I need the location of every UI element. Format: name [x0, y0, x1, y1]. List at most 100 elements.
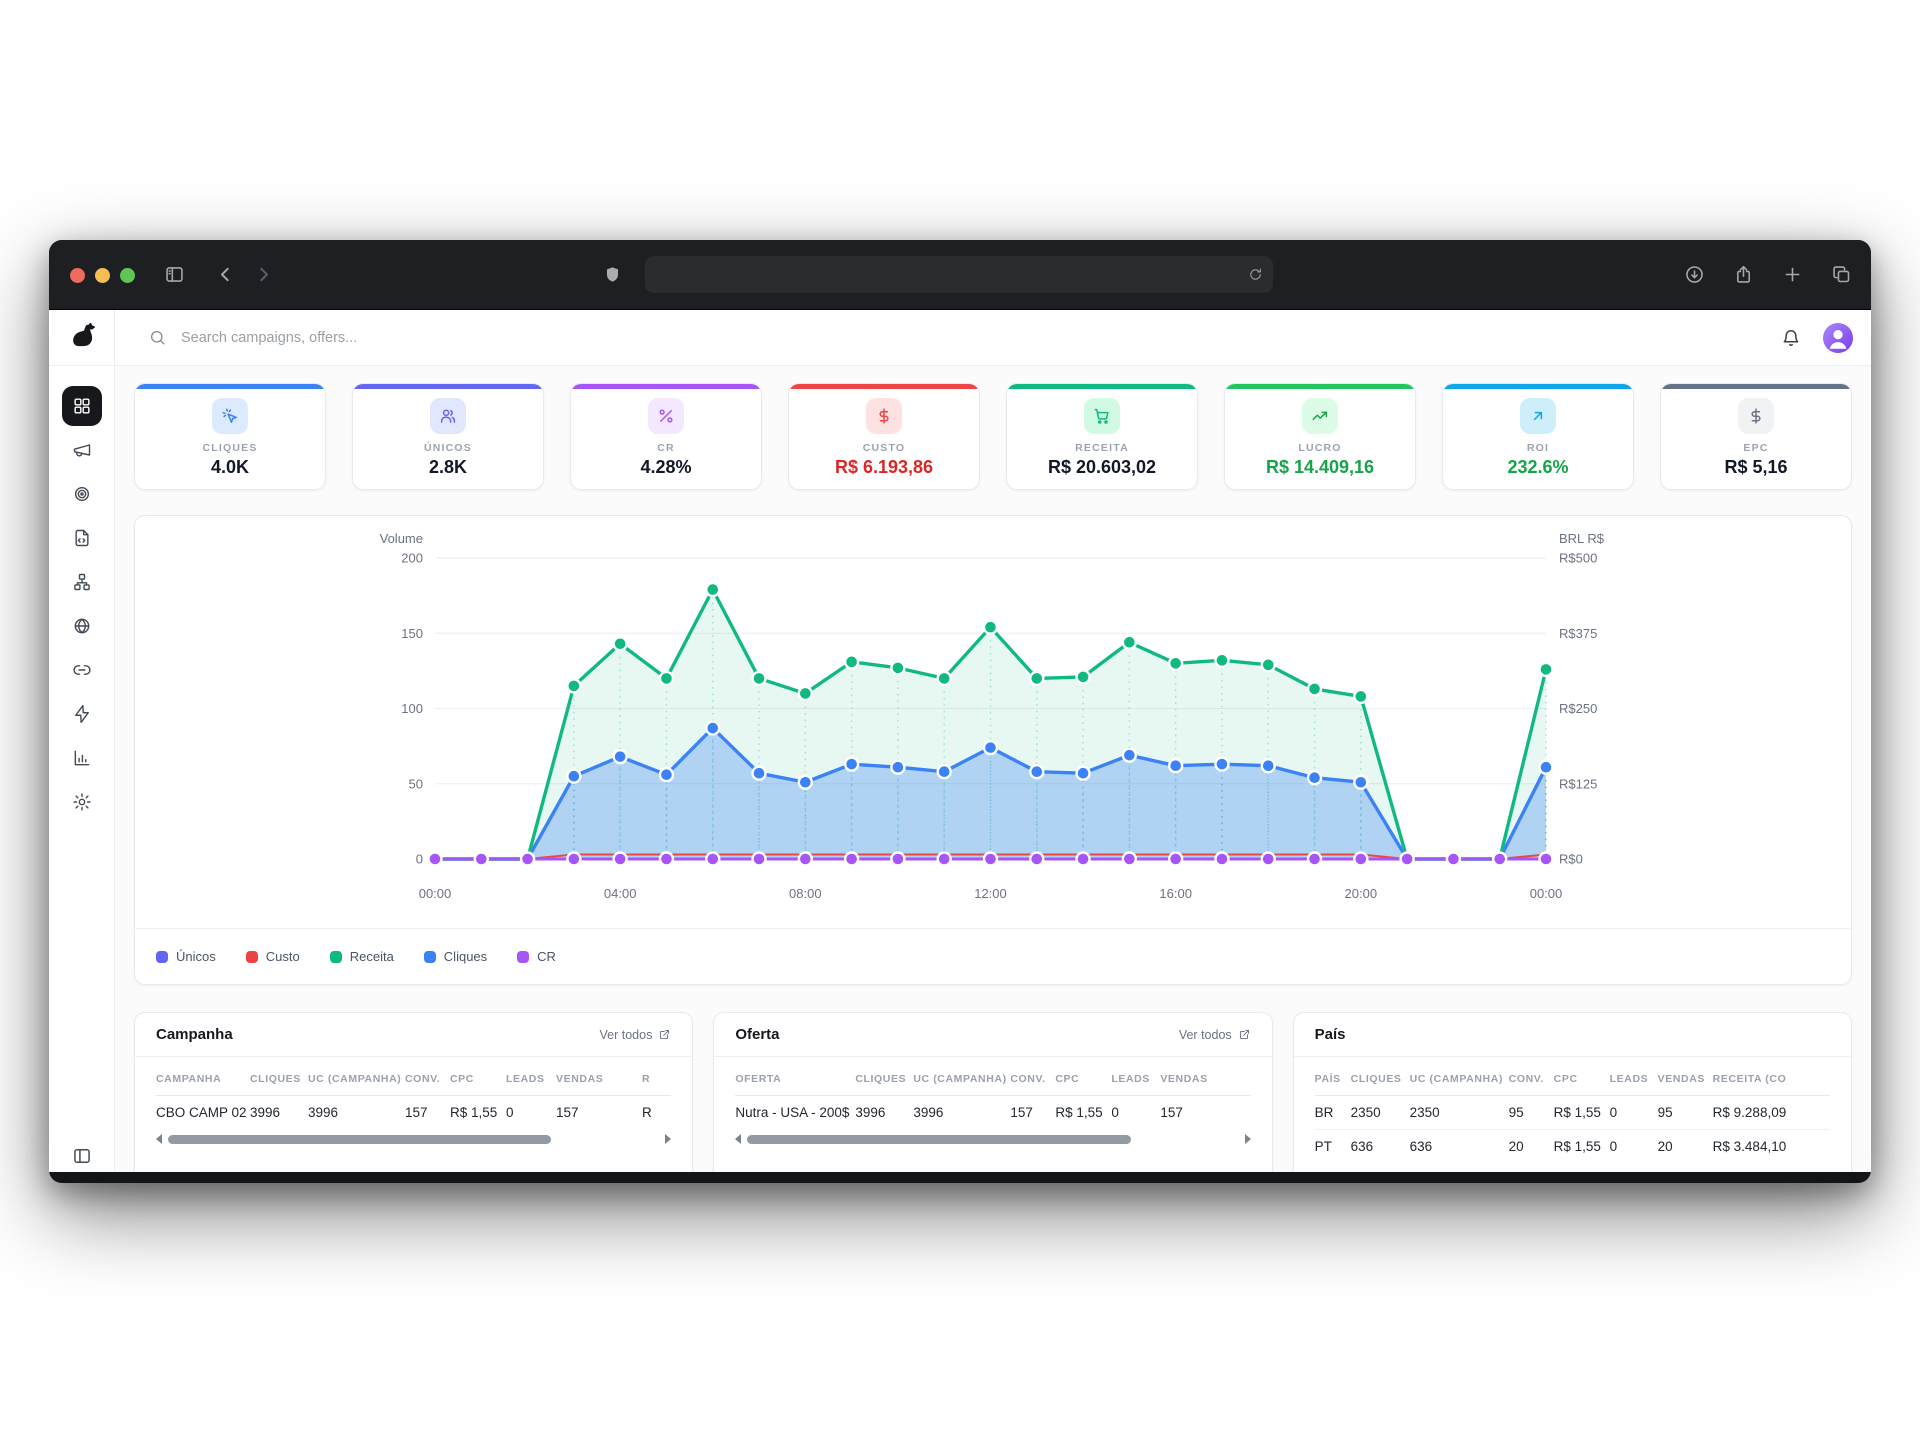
- globe-icon: [72, 616, 92, 636]
- sidebar-item-links[interactable]: [62, 650, 102, 690]
- shield-icon[interactable]: [599, 262, 625, 288]
- app-header: [115, 310, 1871, 366]
- legend-item-0[interactable]: Únicos: [156, 949, 216, 964]
- scrollbar-track[interactable]: [747, 1134, 1238, 1144]
- sidebar-item-automation[interactable]: [62, 694, 102, 734]
- table-cell: 157: [405, 1105, 428, 1120]
- legend-swatch: [329, 950, 342, 963]
- sidebar-item-settings[interactable]: [62, 782, 102, 822]
- ver-todos-link[interactable]: Ver todos: [1179, 1028, 1251, 1042]
- legend-item-3[interactable]: Cliques: [423, 949, 488, 964]
- column-header: CPC: [1055, 1073, 1080, 1085]
- legend-label: Cliques: [443, 949, 488, 964]
- kpi-card-lucro: LUCRO R$ 14.409,16: [1224, 383, 1416, 490]
- column-header: LEADS: [506, 1073, 545, 1085]
- minimize-button[interactable]: [95, 267, 110, 283]
- user-icon: [1823, 323, 1853, 353]
- sidebar-item-pages[interactable]: [62, 518, 102, 558]
- kpi-label: RECEITA: [1075, 442, 1129, 454]
- browser-url-bar[interactable]: [645, 256, 1273, 293]
- tab-overview-icon[interactable]: [1828, 262, 1854, 288]
- table: CAMPANHA CLIQUES UC (CAMPANHA) CONV. CPC LEAD…: [135, 1057, 692, 1129]
- forward-icon[interactable]: [250, 262, 276, 288]
- percent-icon: [648, 398, 684, 434]
- download-icon[interactable]: [1681, 262, 1707, 288]
- table-row: Nutra - USA - 200$ 3996 3996 157 R$ 1,55 0 157: [735, 1096, 1250, 1129]
- legend-item-2[interactable]: Receita: [329, 949, 394, 964]
- sidebar-item-offers[interactable]: [62, 474, 102, 514]
- notifications-bell-icon[interactable]: [1781, 328, 1801, 348]
- kpi-label: EPC: [1743, 442, 1769, 454]
- scroll-left-arrow[interactable]: [735, 1134, 742, 1144]
- legend-swatch: [423, 950, 436, 963]
- scrollbar-thumb[interactable]: [747, 1134, 1131, 1144]
- kpi-accent-bar: [571, 384, 761, 389]
- table-cell: PT: [1314, 1139, 1332, 1154]
- right-axis-tick: R$375: [1559, 626, 1597, 641]
- share-icon[interactable]: [1730, 262, 1756, 288]
- legend-item-4[interactable]: CR: [517, 949, 556, 964]
- sidebar-item-domains[interactable]: [62, 606, 102, 646]
- scrollbar-track[interactable]: [168, 1134, 659, 1144]
- sidebar-item-flows[interactable]: [62, 562, 102, 602]
- external-link-icon: [658, 1028, 671, 1041]
- kpi-value: R$ 6.193,86: [834, 457, 934, 477]
- reload-icon[interactable]: [1248, 267, 1263, 282]
- sidebar-item-campaigns[interactable]: [62, 430, 102, 470]
- table-cell: Nutra - USA - 200$: [735, 1105, 850, 1120]
- new-tab-icon[interactable]: [1779, 262, 1805, 288]
- table-title: Campanha: [156, 1026, 233, 1043]
- dollar-icon: [1738, 398, 1774, 434]
- x-axis-tick: 12:00: [974, 886, 1007, 901]
- close-button[interactable]: [70, 267, 85, 283]
- table-card-header: Oferta Ver todos: [714, 1013, 1272, 1057]
- kpi-value: R$ 20.603,02: [1047, 457, 1157, 477]
- scrollbar-thumb[interactable]: [168, 1134, 552, 1144]
- link-icon: [72, 660, 92, 680]
- table-cell: 0: [1609, 1139, 1618, 1154]
- back-icon[interactable]: [212, 262, 238, 288]
- table-cell: 3996: [308, 1105, 339, 1120]
- legend-swatch: [517, 950, 530, 963]
- app-shell: CLIQUES 4.0K ÚNICOS 2.8K CR 4.28% CUSTO R$ 6.19…: [49, 310, 1871, 1172]
- gear-icon: [72, 792, 92, 812]
- legend-swatch: [245, 950, 258, 963]
- kpi-label: CLIQUES: [202, 442, 258, 454]
- kpi-value: R$ 14.409,16: [1265, 457, 1375, 477]
- column-header: VENDAS: [1160, 1073, 1208, 1085]
- column-header: CONV.: [1010, 1073, 1046, 1085]
- app-sidebar: [49, 310, 115, 1172]
- table-row: PT 636 636 20 R$ 1,55 0 20 R$ 3.484,10: [1315, 1130, 1830, 1163]
- scroll-right-arrow[interactable]: [665, 1134, 672, 1144]
- table-cell: 157: [1010, 1105, 1033, 1120]
- right-axis-tick: R$500: [1559, 551, 1597, 566]
- table-cell: CBO CAMP 02: [156, 1105, 247, 1120]
- scroll-right-arrow[interactable]: [1244, 1134, 1251, 1144]
- legend-item-1[interactable]: Custo: [245, 949, 300, 964]
- network-icon: [72, 572, 92, 592]
- table-cell: R$ 1,55: [1055, 1105, 1103, 1120]
- ver-todos-link[interactable]: Ver todos: [600, 1028, 672, 1042]
- sidebar-item-dashboard[interactable]: [61, 386, 102, 426]
- table-cell: 636: [1350, 1139, 1374, 1154]
- left-axis-tick: 50: [409, 776, 423, 791]
- app-logo[interactable]: [49, 310, 114, 366]
- table-card-campanha: Campanha Ver todos CAMPANHA CLIQUES UC (CAMP…: [134, 1012, 694, 1172]
- kpi-accent-bar: [1225, 384, 1415, 389]
- table-cell: 95: [1508, 1105, 1524, 1120]
- search-input[interactable]: [179, 328, 613, 347]
- scroll-left-arrow[interactable]: [156, 1134, 162, 1144]
- table-cell: R$ 1,55: [1553, 1105, 1601, 1120]
- column-header: CAMPANHA: [156, 1073, 222, 1085]
- kpi-card-cliques: CLIQUES 4.0K: [134, 383, 326, 490]
- left-axis-title: Volume: [380, 531, 423, 546]
- user-avatar[interactable]: [1823, 322, 1853, 353]
- maximize-button[interactable]: [120, 267, 135, 283]
- sidebar-nav: [61, 386, 102, 822]
- layout-grid-icon: [72, 396, 92, 416]
- sidebar-collapse-button[interactable]: [49, 1146, 114, 1166]
- sidebar-item-reports[interactable]: [62, 738, 102, 778]
- volume-chart-card: Volume BRL R$ 0 R$0 50 R$125 100 R$250 150 R$375 2…: [134, 515, 1852, 985]
- sidebar-toggle-icon[interactable]: [161, 262, 187, 288]
- ver-todos-label: Ver todos: [1178, 1027, 1232, 1042]
